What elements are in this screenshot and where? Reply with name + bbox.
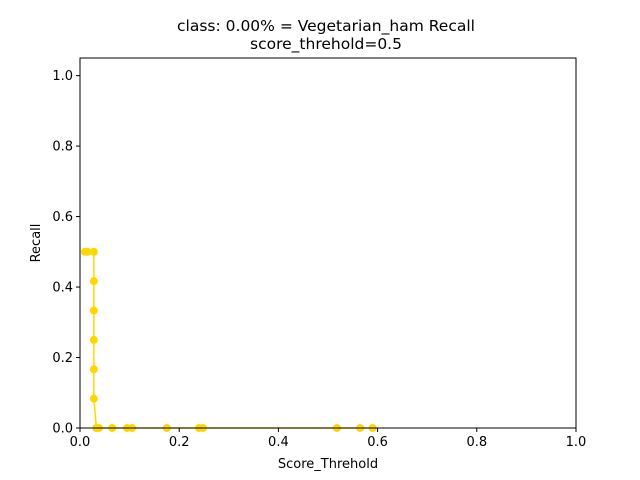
x-tick-label: 0.2	[169, 435, 190, 450]
y-tick-label: 0.8	[52, 140, 73, 155]
data-point	[89, 277, 98, 286]
ticks-layer: 0.0 0.2 0.4 0.6 0.8 1.0 0.0 0.2 0.4 0.6 0.8 1.0	[52, 69, 586, 450]
y-tick-label: 0.6	[52, 210, 73, 225]
data-point	[89, 335, 98, 344]
y-tick-label: 1.0	[52, 69, 73, 84]
data-point	[89, 394, 98, 403]
chart-title-line1: class: 0.00% = Vegetarian_ham Recall	[177, 17, 475, 36]
x-tick-label: 0.8	[466, 435, 487, 450]
chart-title-line2: score_threhold=0.5	[250, 35, 402, 54]
y-tick-label: 0.4	[52, 281, 73, 296]
y-tick-label: 0.0	[52, 422, 73, 437]
plot-frame	[79, 57, 577, 429]
x-tick-label: 0.4	[268, 435, 289, 450]
data-point	[83, 247, 92, 256]
data-point	[89, 365, 98, 374]
data-point	[89, 306, 98, 315]
x-tick-label: 1.0	[566, 435, 587, 450]
plot-area	[80, 58, 576, 428]
y-axis-label: Recall	[29, 224, 44, 263]
x-axis-label: Score_Threhold	[278, 457, 378, 472]
y-tick-label: 0.2	[52, 351, 73, 366]
x-tick-label: 0.0	[70, 435, 91, 450]
x-tick-label: 0.6	[367, 435, 388, 450]
data-point	[89, 247, 98, 256]
